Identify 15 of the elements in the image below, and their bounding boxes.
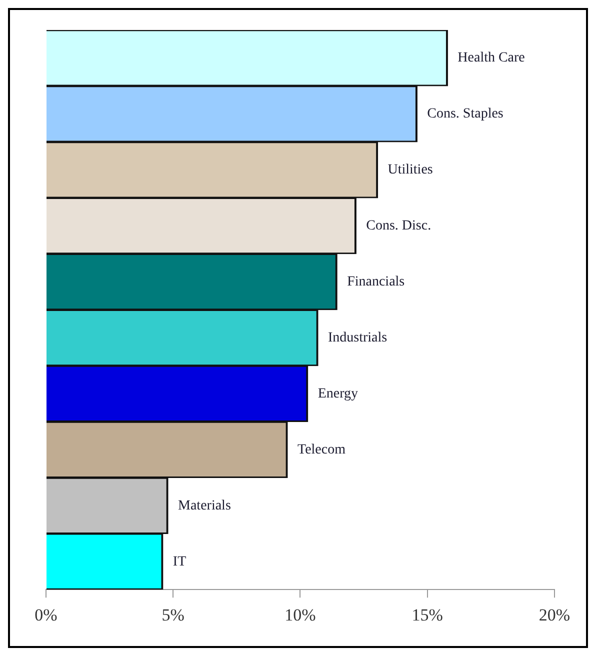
y-tick-label: Energy [318, 386, 358, 402]
y-tick-label: Financials [347, 274, 405, 290]
x-tick-label: 10% [284, 605, 316, 624]
y-tick-label: Utilities [388, 162, 433, 178]
x-tick-label: 20% [538, 605, 570, 624]
y-tick-label: Cons. Disc. [366, 218, 432, 234]
y-tick-label: IT [172, 554, 187, 570]
y-tick-label: Cons. Staples [427, 106, 504, 122]
x-tick-label: 5% [162, 605, 184, 624]
y-tick-label: Materials [178, 498, 231, 514]
x-tick-label: 15% [412, 605, 443, 624]
y-tick-label: Telecom [298, 442, 346, 458]
x-tick-label: 0% [34, 605, 58, 624]
y-tick-label: Health Care [458, 50, 525, 66]
y-tick-label: Industrials [328, 330, 388, 346]
